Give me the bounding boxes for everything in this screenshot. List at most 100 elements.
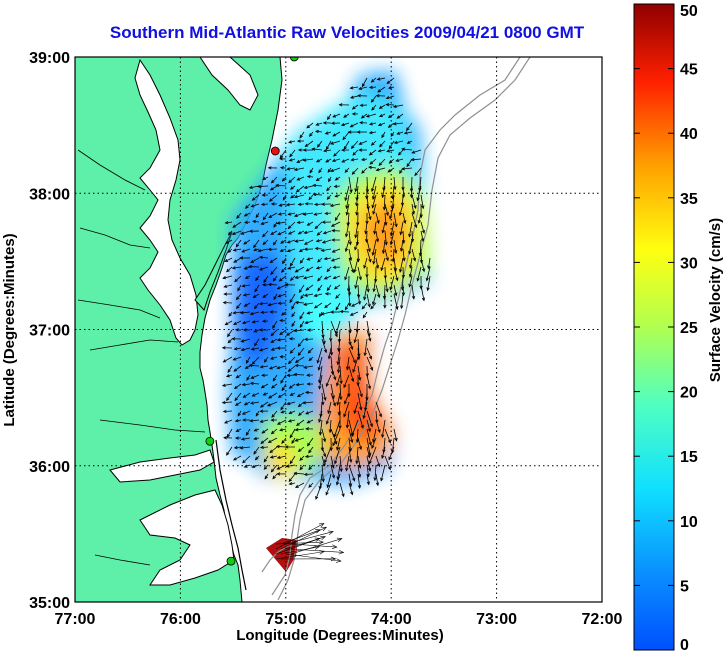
velocity-vector bbox=[290, 548, 344, 553]
velocity-vectors bbox=[221, 77, 431, 563]
latitude-tick-label: 37:00 bbox=[29, 323, 70, 340]
velocity-vector-head bbox=[260, 440, 265, 444]
velocity-vector bbox=[401, 293, 404, 309]
velocity-vector bbox=[393, 239, 397, 254]
velocity-vector-head bbox=[365, 114, 370, 118]
colorbar-tick-label: 25 bbox=[680, 320, 698, 337]
velocity-vector bbox=[357, 473, 361, 489]
velocity-vector-head bbox=[421, 229, 426, 234]
velocity-vector-head bbox=[270, 332, 275, 337]
velocity-vector bbox=[324, 446, 332, 463]
velocity-vector-head bbox=[326, 187, 330, 192]
velocity-vector-head bbox=[237, 412, 241, 417]
velocity-vector-head bbox=[379, 143, 383, 148]
velocity-vector-head bbox=[289, 277, 294, 282]
velocity-vector-head bbox=[279, 428, 284, 432]
velocity-vector bbox=[306, 122, 314, 129]
velocity-vector bbox=[375, 284, 380, 298]
velocity-vector-head bbox=[250, 259, 255, 263]
velocity-vector-head bbox=[377, 149, 382, 153]
velocity-vector-head bbox=[329, 168, 334, 173]
velocity-vector-head bbox=[349, 312, 354, 316]
velocity-vector-head bbox=[377, 429, 381, 434]
velocity-vector bbox=[277, 464, 287, 470]
velocity-vector bbox=[327, 113, 332, 120]
velocity-vector-head bbox=[332, 133, 337, 137]
velocity-vector bbox=[303, 158, 314, 161]
velocity-vector bbox=[270, 329, 278, 336]
velocity-vector-head bbox=[365, 195, 369, 200]
velocity-vector bbox=[260, 401, 269, 408]
velocity-vector bbox=[246, 374, 251, 381]
velocity-vector bbox=[344, 167, 350, 173]
velocity-vector bbox=[366, 419, 371, 432]
velocity-vector-head bbox=[331, 229, 336, 233]
velocity-vector-head bbox=[281, 312, 285, 316]
velocity-vector-head bbox=[321, 478, 325, 483]
velocity-vector-head bbox=[313, 305, 318, 309]
velocity-vector bbox=[402, 230, 405, 244]
velocity-vector-head bbox=[368, 355, 373, 360]
velocity-vector bbox=[371, 77, 377, 83]
velocity-vector bbox=[348, 338, 353, 350]
velocity-vector bbox=[243, 293, 251, 296]
velocity-vector bbox=[232, 221, 242, 228]
velocity-vector bbox=[304, 185, 314, 189]
velocity-vector-head bbox=[298, 248, 303, 253]
velocity-vector-head bbox=[326, 287, 331, 292]
velocity-vector-head bbox=[314, 246, 319, 251]
velocity-vector bbox=[296, 383, 305, 386]
velocity-vector-head bbox=[320, 312, 325, 316]
velocity-vector bbox=[295, 428, 305, 431]
velocity-vector-head bbox=[376, 220, 380, 225]
velocity-vector bbox=[280, 149, 287, 158]
velocity-vector-head bbox=[345, 233, 349, 238]
velocity-vector bbox=[406, 122, 413, 131]
velocity-vector bbox=[291, 302, 296, 310]
velocity-vector-head bbox=[325, 383, 329, 387]
velocity-vector bbox=[223, 356, 233, 363]
velocity-vector-head bbox=[333, 433, 337, 438]
velocity-vector-head bbox=[351, 171, 356, 175]
velocity-vector bbox=[330, 365, 336, 380]
velocity-vector-head bbox=[240, 231, 245, 235]
velocity-vector-head bbox=[345, 366, 350, 371]
velocity-vector bbox=[289, 455, 296, 464]
velocity-vector-head bbox=[368, 122, 373, 126]
velocity-vector-head bbox=[270, 356, 274, 360]
velocity-vector-head bbox=[374, 279, 378, 283]
velocity-vector-head bbox=[277, 394, 282, 398]
velocity-vector-head bbox=[225, 374, 230, 378]
velocity-vector bbox=[262, 239, 269, 245]
velocity-vector bbox=[242, 410, 251, 415]
velocity-vector bbox=[275, 541, 324, 545]
velocity-vector bbox=[357, 347, 360, 360]
velocity-vector bbox=[419, 176, 422, 191]
velocity-vector bbox=[339, 383, 342, 400]
velocity-vector-head bbox=[235, 296, 240, 301]
latitude-tick-label: 36:00 bbox=[29, 459, 70, 476]
velocity-vector-head bbox=[239, 446, 244, 450]
velocity-vector-head bbox=[295, 382, 300, 387]
velocity-vector bbox=[352, 167, 359, 175]
velocity-vector-head bbox=[308, 466, 312, 471]
velocity-vector bbox=[273, 221, 278, 228]
velocity-vector bbox=[332, 113, 341, 118]
velocity-vector bbox=[233, 356, 242, 361]
velocity-vector-head bbox=[299, 259, 304, 264]
velocity-vector bbox=[241, 338, 251, 342]
velocity-vector-head bbox=[317, 287, 321, 292]
velocity-vector-head bbox=[241, 249, 246, 253]
velocity-vector-head bbox=[353, 410, 357, 415]
velocity-vector-head bbox=[356, 130, 361, 134]
velocity-vector-head bbox=[232, 457, 237, 461]
velocity-vector bbox=[318, 365, 323, 383]
velocity-vector bbox=[269, 257, 278, 263]
velocity-vector bbox=[420, 257, 425, 272]
velocity-vector bbox=[332, 248, 341, 253]
velocity-vector-head bbox=[339, 380, 343, 385]
velocity-vector bbox=[317, 284, 323, 292]
velocity-vector bbox=[350, 311, 359, 316]
velocity-vector-head bbox=[227, 231, 232, 236]
velocity-vector bbox=[342, 131, 350, 140]
